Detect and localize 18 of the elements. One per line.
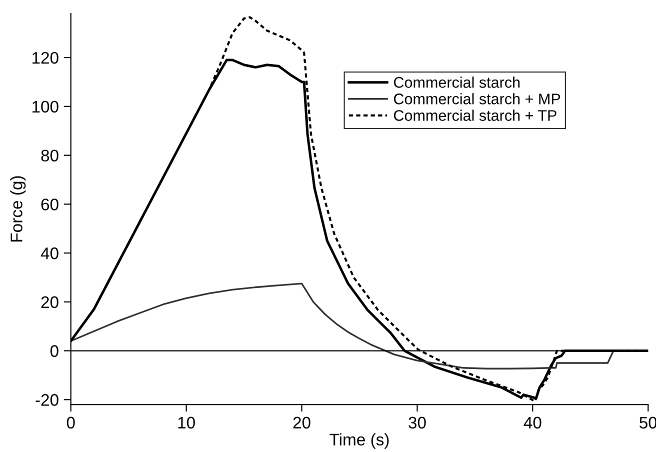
y-tick-label: -20 [36, 394, 58, 406]
x-tick-label: 40 [524, 416, 542, 429]
y-axis-title: Force (g) [10, 176, 26, 242]
y-tick-label: 20 [41, 296, 58, 308]
x-axis-title: Time (s) [330, 433, 389, 449]
y-tick-label: 40 [40, 247, 58, 260]
x-tick-label: 20 [293, 416, 310, 429]
x-tick-label: 30 [408, 416, 426, 429]
y-tick-label: 60 [41, 198, 58, 210]
legend-label: Commercial starch + TP [394, 110, 556, 121]
legend-label: Commercial starch + MP [394, 93, 560, 104]
y-tick-label: 120 [32, 52, 58, 64]
y-tick-label: 100 [32, 100, 58, 113]
x-tick-label: 0 [66, 416, 75, 429]
y-tick-label: 80 [41, 150, 58, 162]
x-tick-label: 10 [178, 416, 195, 429]
y-tick-label: 0 [50, 345, 58, 357]
legend-label: Commercial starch [394, 76, 520, 88]
